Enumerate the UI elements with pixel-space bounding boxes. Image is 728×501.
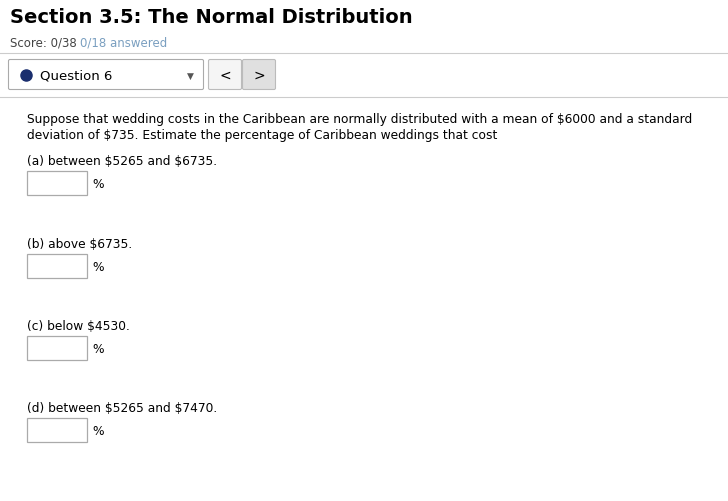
Text: Score: 0/38: Score: 0/38	[10, 36, 76, 49]
Text: Section 3.5: The Normal Distribution: Section 3.5: The Normal Distribution	[10, 8, 413, 27]
Text: (a) between \$5265 and \$6735.: (a) between \$5265 and \$6735.	[27, 155, 217, 168]
Text: (d) between \$5265 and \$7470.: (d) between \$5265 and \$7470.	[27, 401, 217, 414]
FancyBboxPatch shape	[9, 61, 204, 90]
FancyBboxPatch shape	[27, 255, 87, 279]
Text: ▼: ▼	[186, 71, 194, 80]
Text: deviation of $735. Estimate the percentage of Caribbean weddings that cost: deviation of $735. Estimate the percenta…	[27, 129, 497, 142]
Text: Suppose that wedding costs in the Caribbean are normally distributed with a mean: Suppose that wedding costs in the Caribb…	[27, 113, 692, 126]
FancyBboxPatch shape	[27, 418, 87, 442]
Text: <: <	[219, 69, 231, 83]
FancyBboxPatch shape	[208, 61, 242, 90]
Text: >: >	[253, 69, 265, 83]
Text: Question 6: Question 6	[40, 69, 112, 82]
FancyBboxPatch shape	[242, 61, 275, 90]
Text: %: %	[92, 261, 103, 274]
Text: %: %	[92, 178, 103, 190]
Text: (c) below \$4530.: (c) below \$4530.	[27, 319, 130, 332]
FancyBboxPatch shape	[27, 336, 87, 360]
Text: %: %	[92, 342, 103, 355]
FancyBboxPatch shape	[27, 172, 87, 195]
Text: (b) above \$6735.: (b) above \$6735.	[27, 237, 132, 250]
Text: 0/18 answered: 0/18 answered	[80, 36, 167, 49]
Text: %: %	[92, 424, 103, 437]
